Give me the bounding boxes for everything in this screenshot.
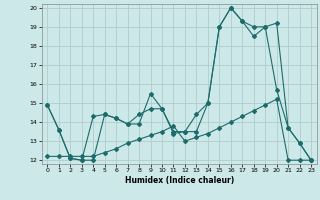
X-axis label: Humidex (Indice chaleur): Humidex (Indice chaleur) — [124, 176, 234, 185]
